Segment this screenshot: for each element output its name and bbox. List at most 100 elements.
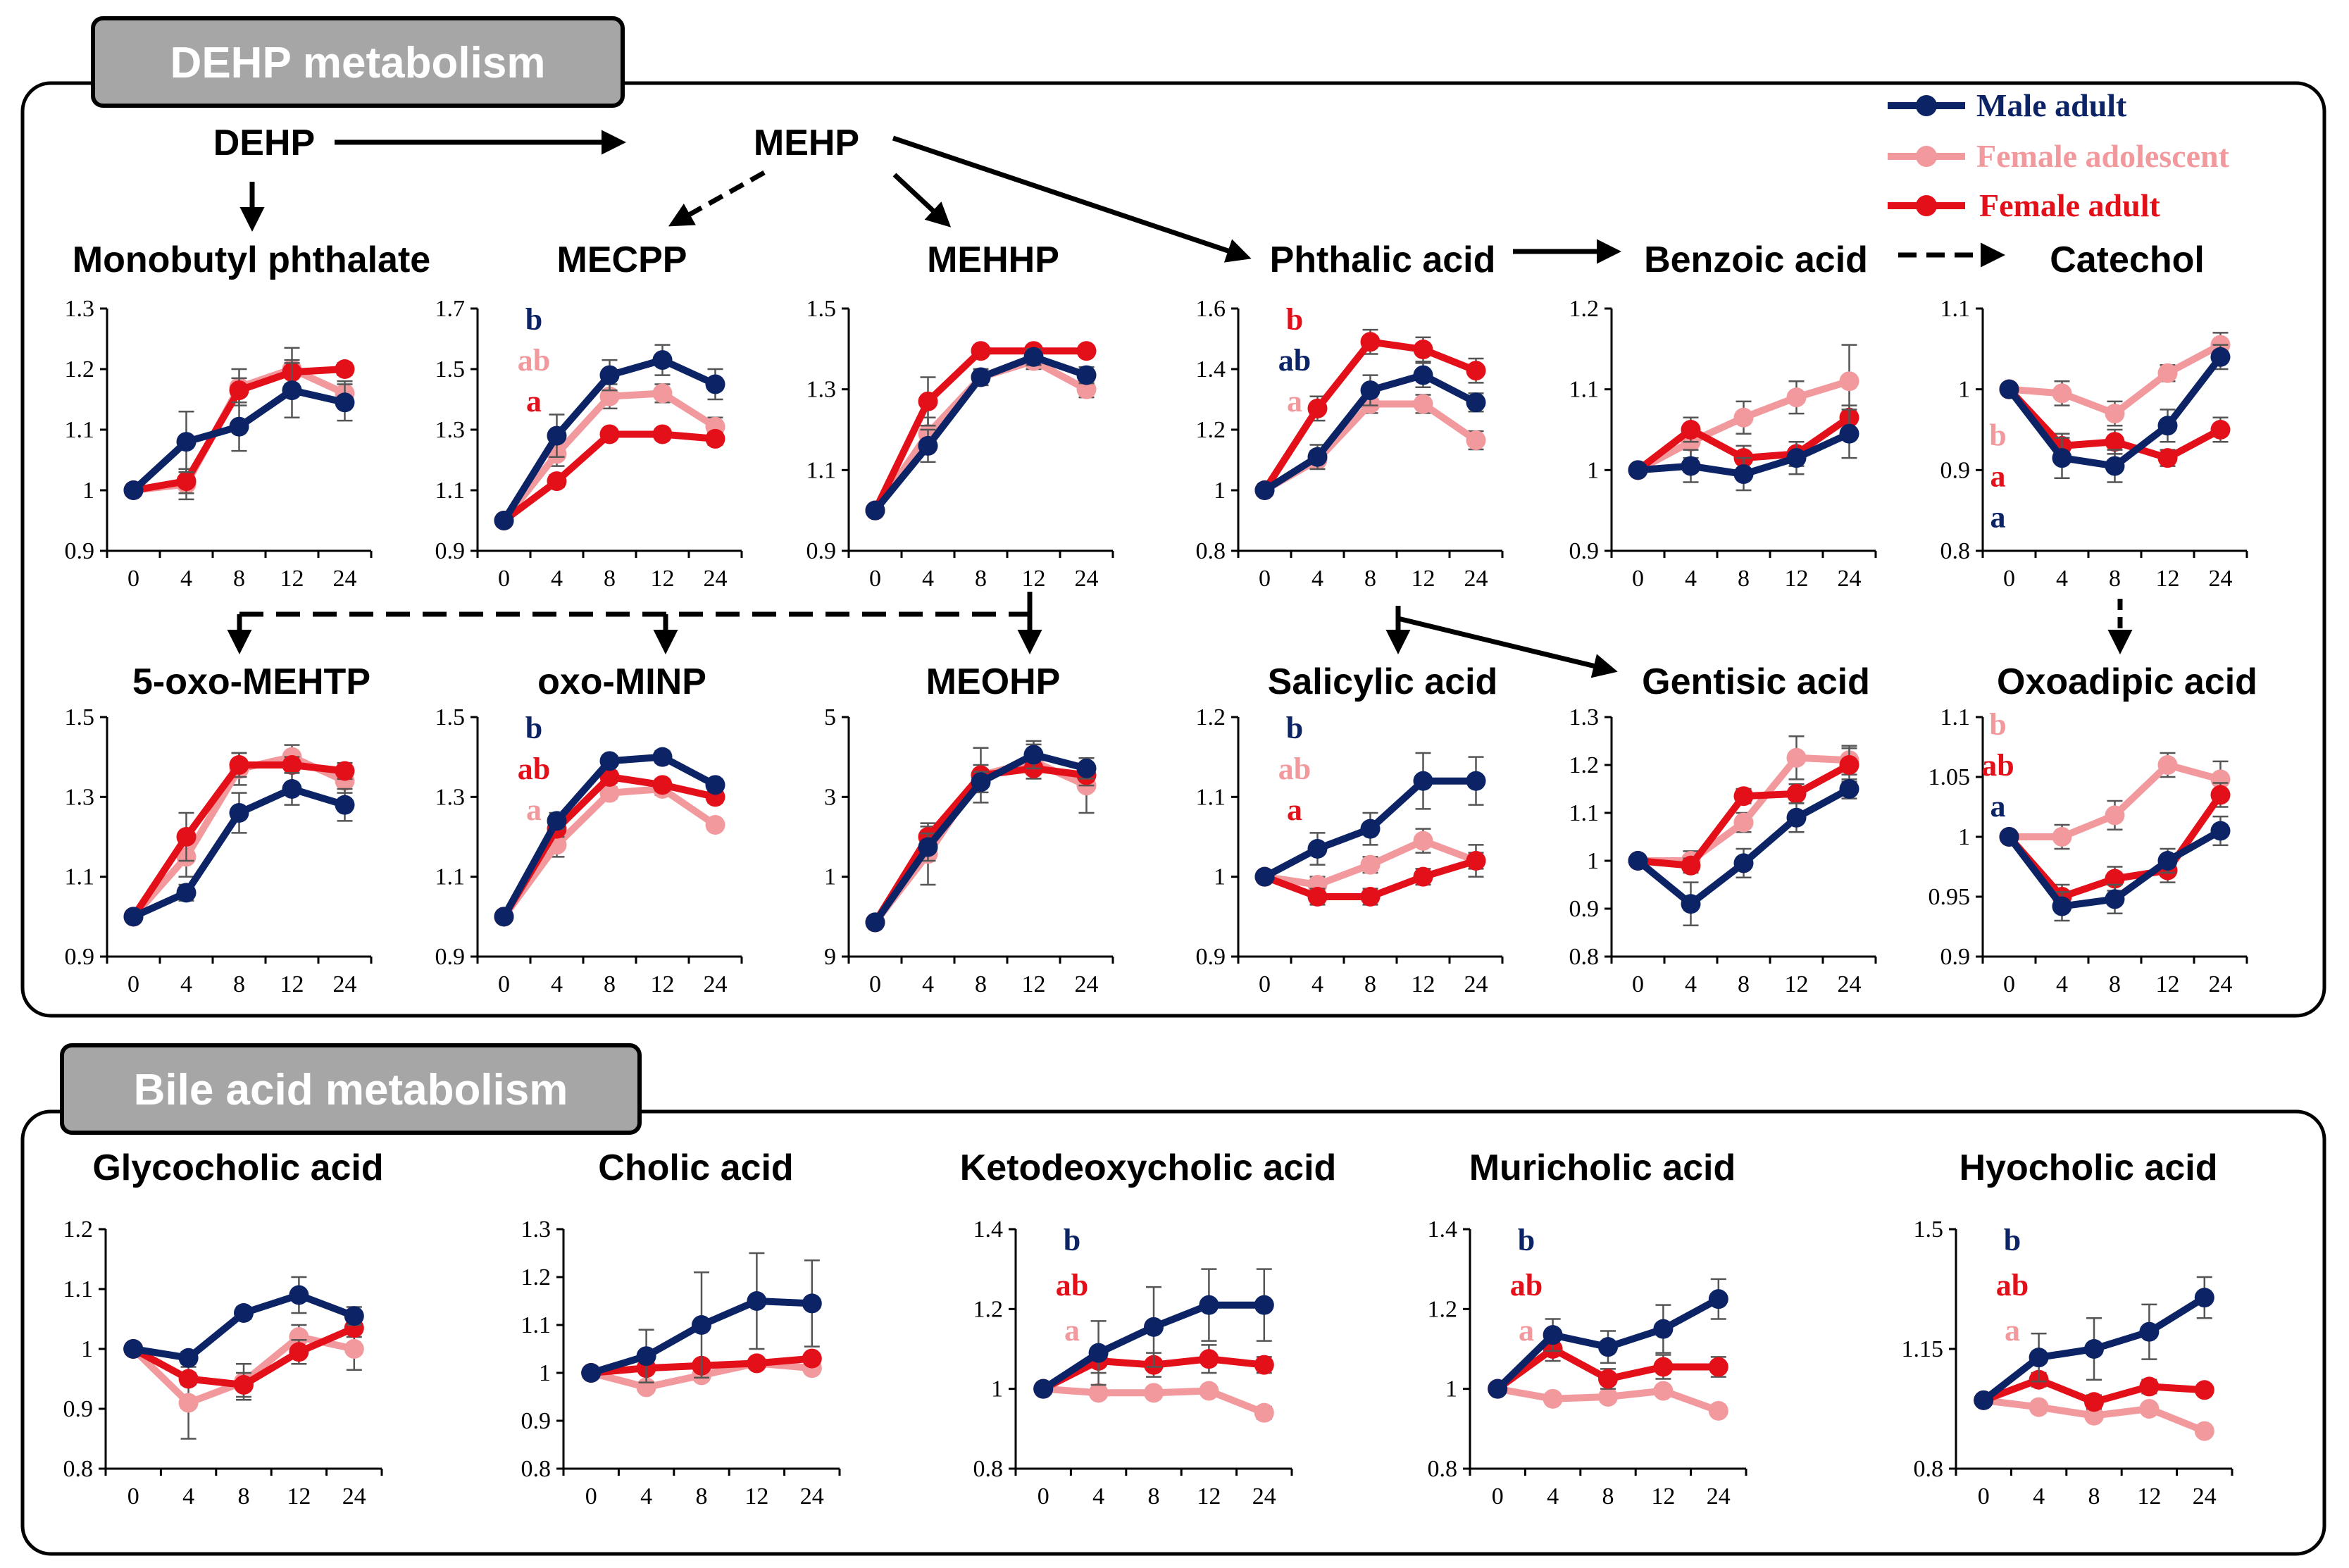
bile-section-title: Bile acid metabolism <box>134 1066 568 1114</box>
y-tick-label: 1.2 <box>521 1264 552 1290</box>
y-tick-label: 0.9 <box>435 538 466 564</box>
x-tick-label: 0 <box>2003 566 2015 592</box>
data-point <box>1466 361 1486 381</box>
y-tick-label: 0.8 <box>1196 538 1226 564</box>
series-male-adult <box>865 347 1097 521</box>
data-point <box>2210 347 2231 367</box>
data-point <box>1733 464 1754 485</box>
series-line <box>130 761 346 919</box>
data-point <box>1466 771 1486 791</box>
data-point <box>1653 1357 1674 1377</box>
y-tick-label: 1.1 <box>806 457 837 483</box>
data-point <box>289 1327 309 1347</box>
y-tick-label: 1.2 <box>1196 704 1226 730</box>
chart-meohp: MEOHP 9 1 3 5 0 4 8 12 24 <box>824 661 1114 997</box>
series-female-adult <box>1974 1369 2214 1412</box>
y-tick-label: 1.5 <box>806 296 837 322</box>
x-tick-label: 4 <box>2056 971 2068 997</box>
y-tick-label: 1.3 <box>806 377 837 403</box>
x-tick-label: 8 <box>604 566 616 592</box>
y-tick-label: 0.9 <box>1940 457 1971 483</box>
y-tick-label: 5 <box>824 704 836 730</box>
data-point <box>1628 851 1648 871</box>
y-tick-label: 1.2 <box>1428 1296 1458 1322</box>
y-tick-label: 1 <box>1445 1376 1457 1402</box>
x-tick-label: 0 <box>869 971 881 997</box>
x-tick-label: 24 <box>333 566 357 592</box>
y-tick-label: 1.2 <box>65 356 95 382</box>
x-tick-label: 12 <box>1412 971 1435 997</box>
x-tick-label: 0 <box>1632 971 1644 997</box>
y-tick-label: 0.9 <box>435 944 466 970</box>
y-tick-label: 0.95 <box>1929 884 1971 910</box>
data-point <box>1999 379 2019 399</box>
data-point <box>1033 1379 1054 1399</box>
data-point <box>802 1293 822 1314</box>
data-point <box>1681 855 1701 876</box>
data-point <box>547 425 567 446</box>
y-tick-label: 1 <box>991 1376 1003 1402</box>
x-tick-label: 4 <box>922 971 934 997</box>
data-point <box>335 795 355 815</box>
legend-item-male-adult: Male adult <box>1888 87 2127 123</box>
data-point <box>2052 448 2072 468</box>
x-tick-label: 8 <box>1602 1483 1614 1510</box>
x-tick-label: 4 <box>1092 1483 1104 1510</box>
y-tick-label: 1 <box>81 1336 93 1362</box>
data-point <box>2157 755 2178 775</box>
x-tick-label: 4 <box>2056 566 2068 592</box>
y-tick-label: 0.8 <box>1914 1456 1944 1482</box>
data-point <box>176 471 197 492</box>
data-point <box>865 912 885 933</box>
data-point <box>282 380 302 401</box>
chart-cholic-acid: Cholic acid 0.8 0.9 1 1.1 1.2 1.3 0 4 8 12 24 <box>521 1147 841 1510</box>
x-tick-label: 0 <box>127 1483 139 1510</box>
y-tick-label: 1.2 <box>1569 752 1600 778</box>
chart-salicylic-acid: Salicylic acid 0.9 1 1.1 1.2 0 4 8 12 24 b ab a <box>1196 661 1504 997</box>
x-tick-label: 8 <box>975 566 987 592</box>
x-tick-label: 0 <box>498 971 510 997</box>
x-tick-label: 0 <box>585 1483 597 1510</box>
data-point <box>229 755 249 775</box>
x-tick-label: 0 <box>1038 1483 1049 1510</box>
chart-oxo-minp: oxo-MINP 0.9 1.1 1.3 1.5 0 4 8 12 24 b ab a <box>435 661 743 997</box>
data-point <box>1307 447 1328 467</box>
y-tick-label: 1.1 <box>521 1312 552 1338</box>
x-tick-label: 0 <box>869 566 881 592</box>
data-point <box>747 1291 767 1311</box>
data-point <box>918 391 938 411</box>
data-point <box>1413 340 1433 360</box>
x-tick-label: 24 <box>1252 1483 1276 1510</box>
data-point <box>2052 827 2072 847</box>
data-point <box>2139 1376 2160 1397</box>
chart-monobutyl-phthalate: Monobutyl phthalate 0.9 1 1.1 1.2 1.3 0 4 8 12 24 <box>65 239 431 592</box>
y-tick-label: 1.5 <box>435 356 466 382</box>
significance-letter: a <box>1990 500 2006 535</box>
chart-title-monobutyl-phthalate: Monobutyl phthalate <box>73 239 430 280</box>
data-point <box>652 350 673 371</box>
data-point <box>1076 758 1097 778</box>
data-point <box>123 1339 144 1359</box>
x-tick-label: 4 <box>182 1483 194 1510</box>
x-tick-label: 8 <box>2109 971 2121 997</box>
data-point <box>581 1363 602 1383</box>
y-tick-label: 1 <box>1214 478 1226 504</box>
data-point <box>2105 805 2125 826</box>
data-point <box>1466 851 1486 871</box>
x-tick-label: 12 <box>1197 1483 1221 1510</box>
x-tick-label: 4 <box>180 566 192 592</box>
x-tick-label: 12 <box>1651 1483 1675 1510</box>
data-point <box>802 1348 822 1369</box>
x-tick-label: 24 <box>1464 566 1488 592</box>
data-point <box>2194 1421 2214 1441</box>
data-point <box>599 767 620 787</box>
data-point <box>1681 456 1701 476</box>
data-point <box>599 386 620 406</box>
data-point <box>1598 1337 1618 1357</box>
data-point <box>234 1303 254 1323</box>
data-point <box>971 341 991 361</box>
legend-item-female-adult: Female adult <box>1888 187 2160 223</box>
data-point <box>335 359 355 379</box>
data-point <box>229 803 249 823</box>
